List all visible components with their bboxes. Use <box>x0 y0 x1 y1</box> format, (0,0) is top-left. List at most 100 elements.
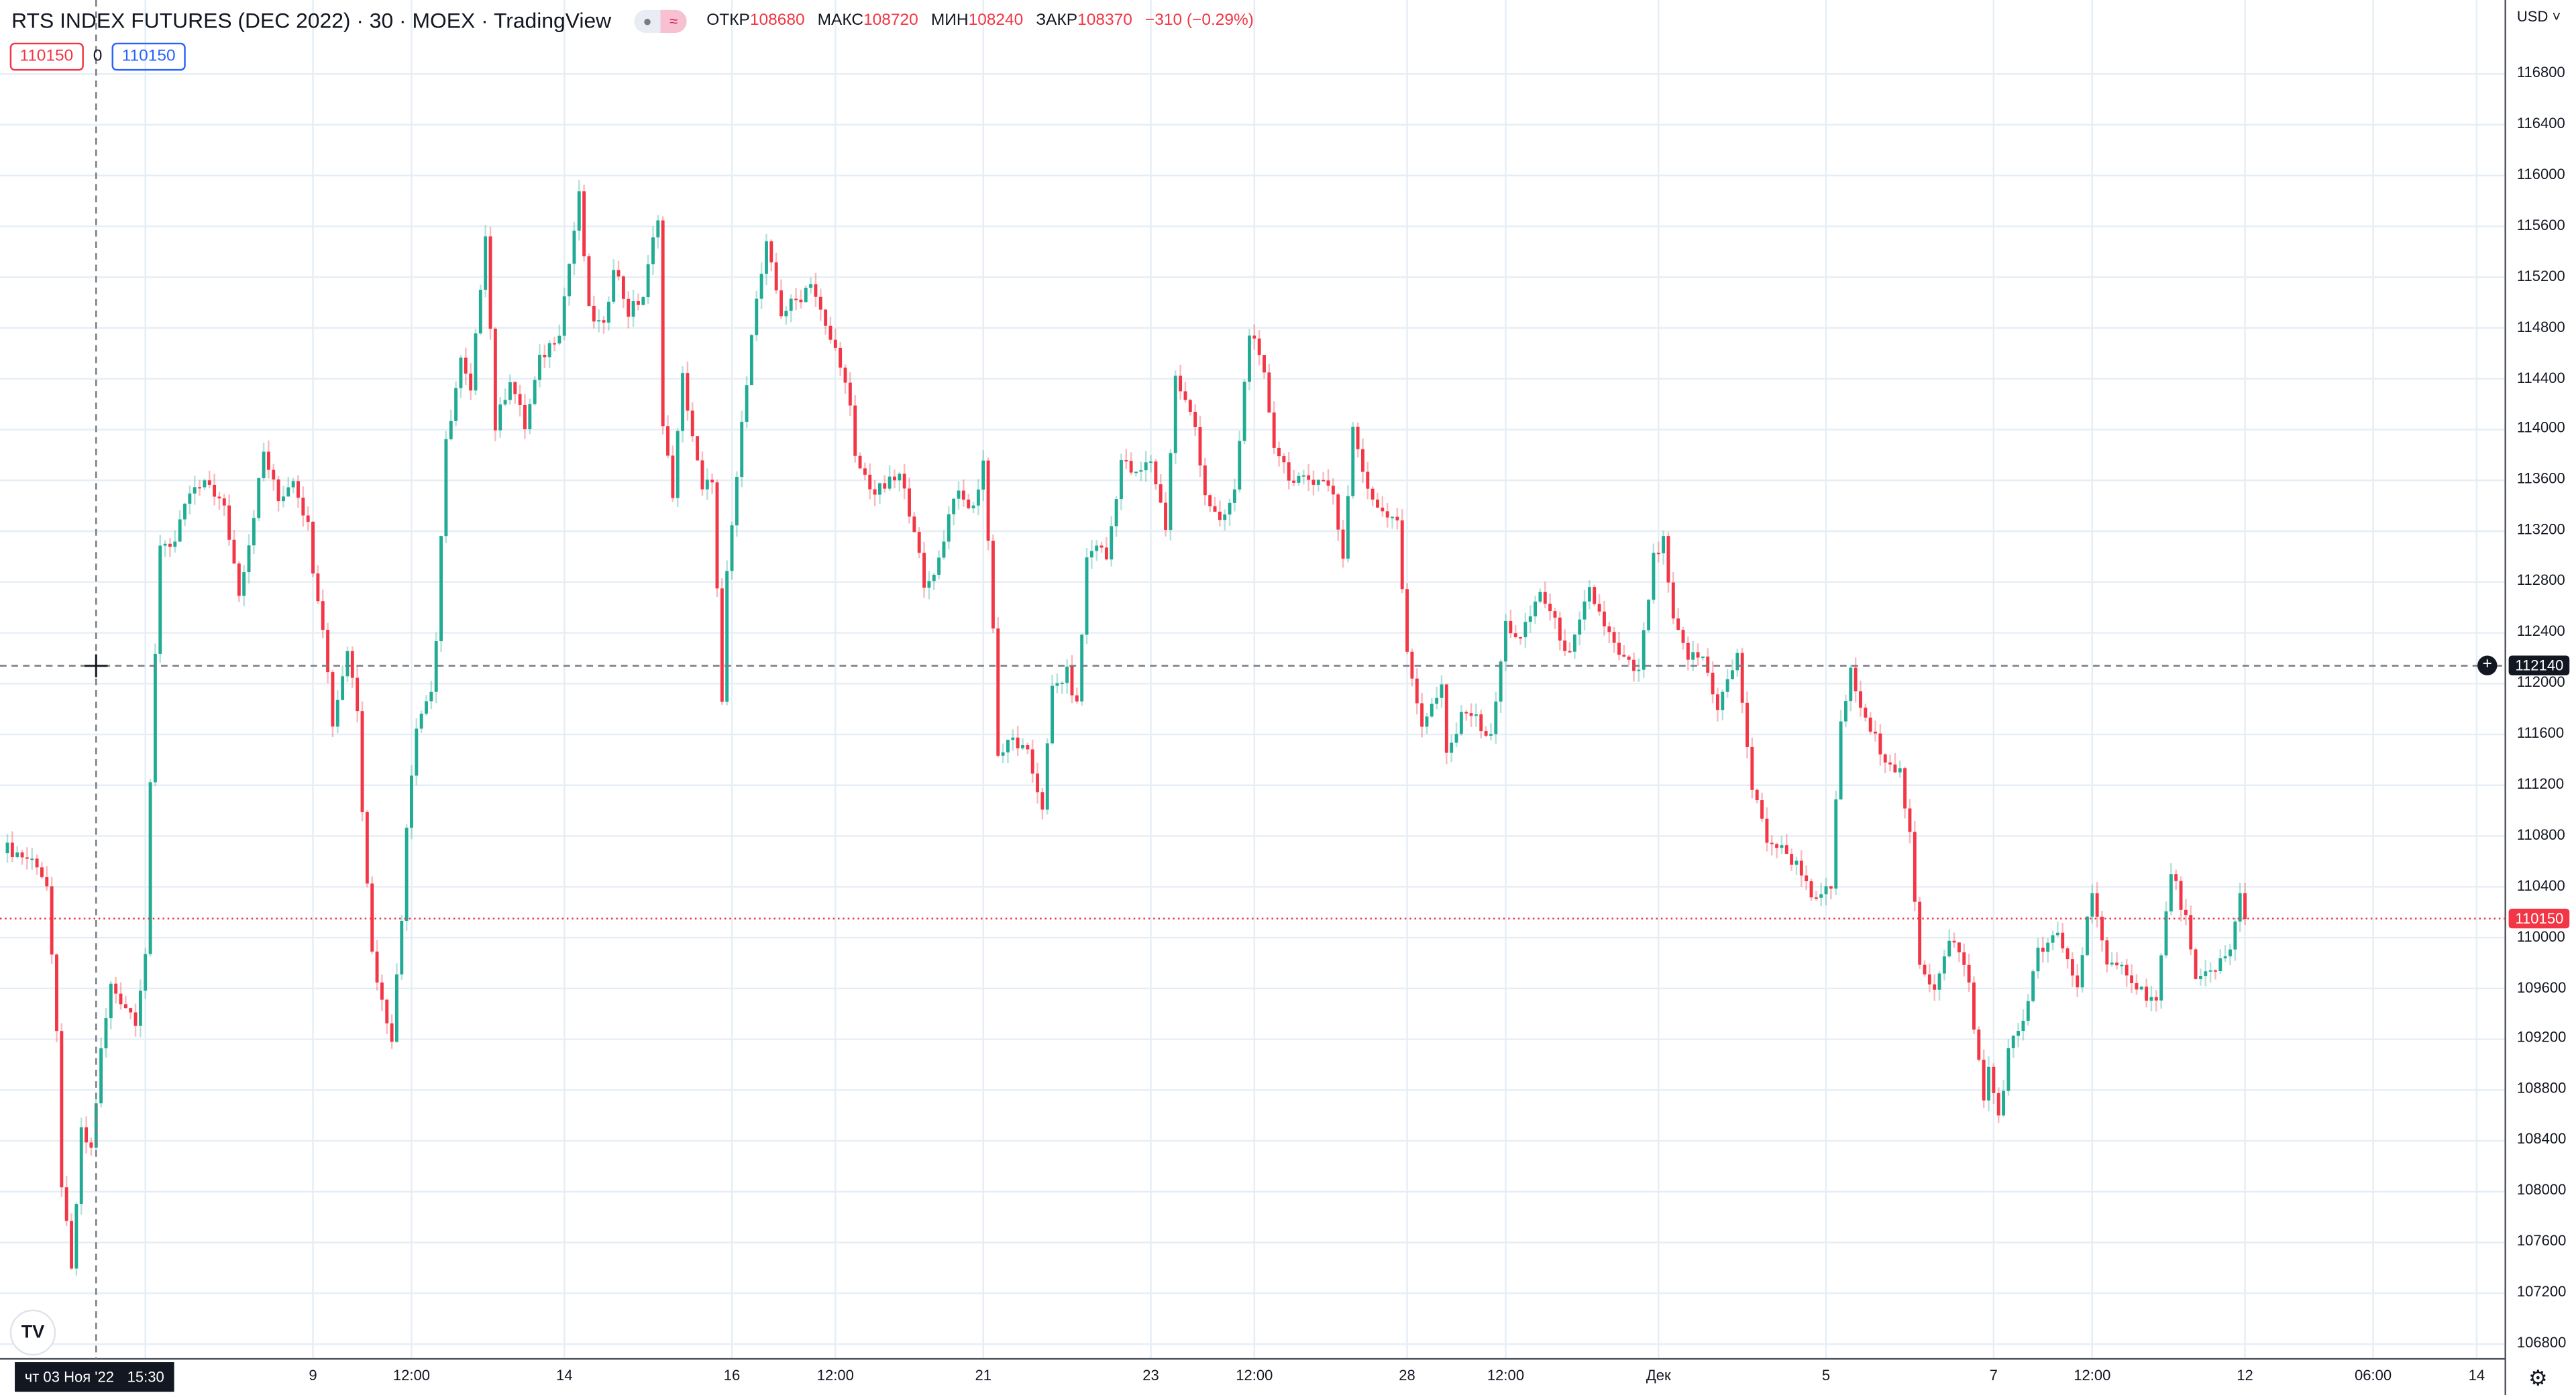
candle-down <box>621 276 625 299</box>
candle-down <box>853 405 857 456</box>
candle-down <box>986 460 990 541</box>
time-tick-label: Дек <box>1646 1367 1671 1384</box>
candle-down <box>2115 962 2118 966</box>
time-tick-label: 12 <box>2237 1367 2253 1384</box>
candle-down <box>592 305 596 322</box>
candle-down <box>1982 1060 1986 1101</box>
candle-down <box>828 325 833 340</box>
candle-up <box>1055 683 1059 686</box>
candle-down <box>297 481 300 498</box>
candle-down <box>636 301 640 305</box>
candle-down <box>1617 643 1621 655</box>
candle-down <box>1366 471 1370 489</box>
candle-down <box>1104 547 1108 560</box>
candle-up <box>740 421 744 477</box>
candle-down <box>1568 651 1572 653</box>
price-tick-label: 115600 <box>2516 216 2565 233</box>
candle-down <box>306 515 310 522</box>
candle-up <box>577 191 581 231</box>
candle-down <box>1868 717 1872 732</box>
candle-up <box>99 1048 103 1104</box>
candle-up <box>562 296 566 336</box>
candle-down <box>2194 949 2198 979</box>
candle-up <box>478 289 482 334</box>
candle-down <box>1760 800 1764 819</box>
approx-icon[interactable]: ≈ <box>660 9 687 32</box>
candle-down <box>794 298 798 300</box>
candle-down <box>553 343 556 345</box>
candle-down <box>1213 506 1217 512</box>
candle-up <box>1662 536 1666 554</box>
candle-up <box>1351 427 1355 496</box>
candle-down <box>198 487 202 489</box>
candle-up <box>508 382 512 400</box>
candle-down <box>89 1142 93 1148</box>
candle-up <box>533 380 537 404</box>
candle-up <box>449 421 453 439</box>
price-tick-label: 108000 <box>2516 1182 2567 1198</box>
candle-up <box>503 400 507 405</box>
candle-down <box>1410 651 1414 679</box>
candle-down <box>222 498 226 506</box>
candle-down <box>814 284 818 297</box>
time-tick-label: 14 <box>555 1367 573 1384</box>
candle-up <box>631 301 635 317</box>
crosshair-time: 15:30 <box>127 1368 164 1386</box>
candle-down <box>1193 412 1197 427</box>
candle-down <box>1208 495 1212 506</box>
candle-down <box>464 357 468 374</box>
indicator-toggle[interactable]: ● ≈ <box>634 9 687 32</box>
buy-button[interactable]: 110150 <box>112 42 186 71</box>
crosshair-cursor-icon <box>85 654 108 677</box>
candle-up <box>1587 587 1591 602</box>
gear-icon[interactable]: ⚙ <box>2528 1365 2548 1390</box>
candle-down <box>1395 516 1399 520</box>
candle-up <box>2229 949 2232 956</box>
candle-down <box>2145 987 2149 1001</box>
sell-button[interactable]: 110150 <box>9 42 84 71</box>
candle-up <box>1474 714 1478 716</box>
candle-down <box>2179 881 2183 910</box>
candle-up <box>2223 956 2227 958</box>
price-tick-label: 111600 <box>2516 724 2565 741</box>
candle-up <box>547 343 551 357</box>
candle-down <box>848 382 852 406</box>
dot-icon[interactable]: ● <box>634 9 661 32</box>
candle-up <box>804 288 808 302</box>
candle-up <box>572 230 576 264</box>
candle-up <box>1642 630 1646 670</box>
candle-up <box>1095 545 1099 551</box>
currency-selector[interactable]: USD ˅ <box>2516 8 2561 25</box>
candle-up <box>981 460 985 490</box>
candle-up <box>1110 526 1114 560</box>
candle-up <box>1006 740 1010 752</box>
candle-down <box>1765 818 1769 843</box>
candle-down <box>1307 475 1311 480</box>
candle-down <box>2174 874 2178 881</box>
candle-up <box>1045 743 1049 810</box>
candle-up <box>1242 382 1246 441</box>
candle-down <box>780 290 783 317</box>
candle-up <box>2110 962 2114 965</box>
candle-up <box>30 858 34 860</box>
candle-up <box>1080 634 1084 702</box>
candle-up <box>676 431 680 498</box>
candle-up <box>5 842 9 854</box>
tradingview-logo-icon[interactable]: TV <box>9 1309 56 1356</box>
candle-down <box>1903 768 1907 809</box>
price-tick-label: 116800 <box>2516 64 2565 81</box>
plus-circle-icon[interactable]: + <box>2477 655 2498 675</box>
candle-down <box>690 410 694 437</box>
candle-down <box>1099 545 1104 548</box>
candle-down <box>1676 618 1680 630</box>
candle-down <box>1977 1029 1981 1060</box>
candle-down <box>1666 536 1670 583</box>
candle-down <box>1784 845 1788 854</box>
candle-up <box>1794 860 1799 865</box>
symbol-title[interactable]: RTS INDEX FUTURES (DEC 2022) · 30 · MOEX… <box>11 8 612 33</box>
candle-down <box>1484 731 1488 736</box>
candle-down <box>1755 789 1759 801</box>
candle-down <box>380 982 384 1000</box>
candle-up <box>415 728 419 776</box>
